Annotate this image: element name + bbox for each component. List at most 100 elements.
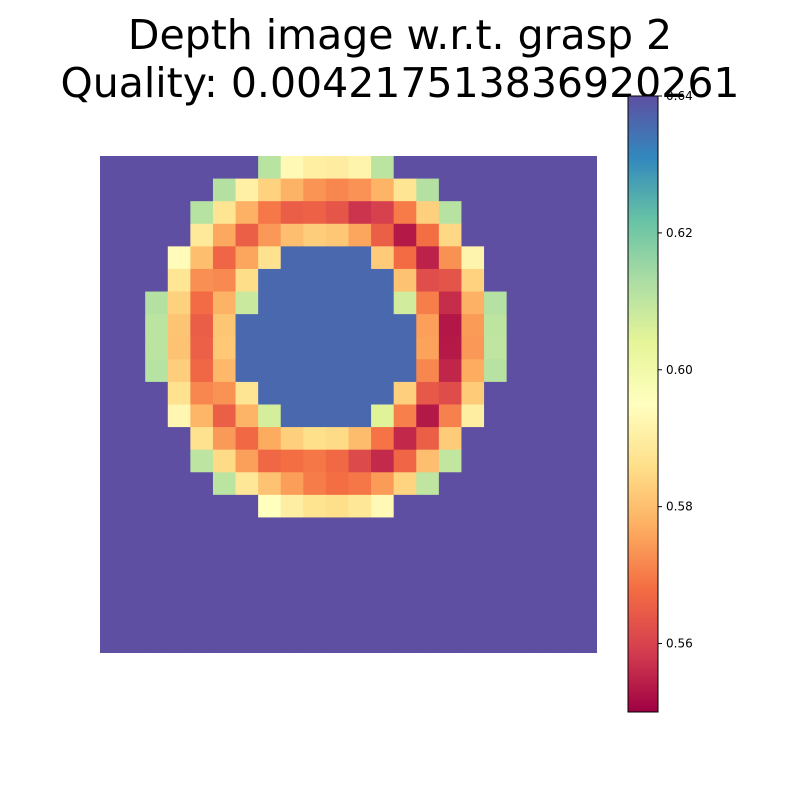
heatmap-cell: [574, 562, 597, 586]
heatmap-cell: [167, 314, 191, 338]
heatmap-cell: [393, 517, 417, 541]
heatmap-cell: [461, 268, 485, 293]
heatmap-cell: [416, 246, 440, 270]
heatmap-cell: [167, 630, 191, 653]
heatmap-cell: [258, 404, 282, 428]
heatmap-cell: [235, 178, 259, 202]
heatmap-cell: [100, 314, 124, 338]
heatmap-cell: [348, 156, 372, 180]
heatmap-cell: [235, 201, 259, 225]
heatmap-cell: [258, 607, 282, 632]
heatmap-cell: [461, 585, 485, 609]
heatmap-cell: [100, 630, 124, 653]
heatmap-cell: [461, 246, 485, 270]
heatmap-cell: [190, 268, 214, 293]
heatmap-cell: [574, 540, 597, 564]
heatmap-cell: [393, 359, 417, 383]
heatmap-cell: [258, 585, 282, 609]
heatmap-cell: [122, 427, 146, 451]
heatmap-cell: [393, 427, 417, 451]
heatmap-cell: [393, 494, 417, 519]
heatmap-cell: [212, 381, 237, 406]
heatmap-cell: [258, 178, 282, 202]
heatmap-cell: [145, 494, 169, 519]
heatmap-cell: [438, 427, 463, 451]
heatmap-cell: [325, 359, 350, 383]
heatmap-cell: [258, 449, 282, 473]
heatmap-cell: [438, 404, 463, 428]
heatmap-cell: [145, 585, 169, 609]
heatmap-cell: [258, 562, 282, 586]
heatmap-cell: [190, 156, 214, 180]
heatmap-cell: [258, 630, 282, 653]
heatmap-cell: [551, 201, 576, 225]
heatmap-cell: [348, 268, 372, 293]
heatmap-cell: [145, 223, 169, 247]
heatmap-cell: [506, 427, 530, 451]
heatmap-cell: [506, 449, 530, 473]
heatmap-cell: [122, 314, 146, 338]
heatmap-cell: [461, 540, 485, 564]
heatmap-cell: [529, 268, 553, 293]
heatmap-cell: [190, 201, 214, 225]
heatmap-cell: [574, 246, 597, 270]
heatmap-cell: [303, 540, 327, 564]
colorbar-tick-label: 0.60: [666, 363, 693, 377]
heatmap-cell: [461, 562, 485, 586]
heatmap-cell: [235, 268, 259, 293]
heatmap-cell: [212, 178, 237, 202]
heatmap-cell: [258, 201, 282, 225]
heatmap-cell: [303, 268, 327, 293]
heatmap-cell: [167, 472, 191, 496]
heatmap-cell: [325, 291, 350, 315]
heatmap-cell: [325, 427, 350, 451]
chart-subtitle: Quality: 0.004217513836920261: [60, 59, 740, 107]
heatmap-cell: [574, 268, 597, 293]
heatmap-cell: [461, 404, 485, 428]
heatmap-cell: [303, 472, 327, 496]
heatmap-cell: [461, 336, 485, 360]
heatmap-cell: [100, 449, 124, 473]
heatmap-cell: [100, 472, 124, 496]
heatmap-cell: [280, 178, 304, 202]
heatmap-cell: [484, 201, 508, 225]
heatmap-cell: [438, 449, 463, 473]
heatmap-cell: [484, 156, 508, 180]
heatmap-cell: [280, 585, 304, 609]
heatmap-cell: [167, 494, 191, 519]
heatmap-cell: [258, 336, 282, 360]
heatmap-cell: [325, 540, 350, 564]
heatmap-cell: [303, 314, 327, 338]
heatmap-cell: [438, 314, 463, 338]
heatmap-cell: [145, 291, 169, 315]
heatmap-cell: [371, 472, 395, 496]
heatmap-cell: [122, 381, 146, 406]
heatmap-cell: [122, 223, 146, 247]
heatmap-cell: [258, 494, 282, 519]
heatmap-cell: [371, 427, 395, 451]
heatmap-cell: [325, 562, 350, 586]
heatmap-cell: [280, 472, 304, 496]
heatmap-cell: [506, 223, 530, 247]
heatmap-cell: [258, 517, 282, 541]
heatmap-cell: [371, 268, 395, 293]
heatmap-cell: [280, 517, 304, 541]
heatmap-cell: [438, 472, 463, 496]
heatmap-cell: [190, 494, 214, 519]
heatmap-cell: [167, 156, 191, 180]
heatmap-cell: [190, 472, 214, 496]
heatmap-cell: [212, 472, 237, 496]
heatmap-cell: [348, 540, 372, 564]
heatmap-cell: [529, 359, 553, 383]
heatmap-cell: [484, 494, 508, 519]
heatmap-cell: [506, 291, 530, 315]
heatmap-cell: [506, 246, 530, 270]
heatmap-cell: [167, 540, 191, 564]
heatmap-cell: [506, 404, 530, 428]
heatmap-cell: [167, 246, 191, 270]
heatmap-cell: [461, 156, 485, 180]
heatmap-cell: [145, 156, 169, 180]
heatmap-cell: [461, 494, 485, 519]
heatmap-cell: [122, 449, 146, 473]
heatmap-cell: [529, 607, 553, 632]
